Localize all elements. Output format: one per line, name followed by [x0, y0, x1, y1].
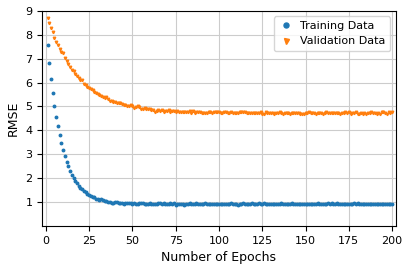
Training Data	[109, 201, 114, 204]
Training Data	[59, 142, 64, 145]
Training Data	[137, 202, 142, 205]
Legend: Training Data, Validation Data: Training Data, Validation Data	[273, 17, 389, 51]
Validation Data	[360, 113, 364, 116]
Validation Data	[66, 62, 71, 65]
Training Data	[389, 203, 393, 206]
Training Data	[66, 164, 71, 168]
Training Data	[173, 203, 178, 206]
X-axis label: Number of Epochs: Number of Epochs	[161, 251, 276, 264]
Y-axis label: RMSE: RMSE	[7, 101, 20, 136]
Training Data	[45, 44, 50, 47]
Training Data	[373, 202, 378, 206]
Validation Data	[45, 17, 50, 20]
Training Data	[361, 202, 366, 205]
Validation Data	[137, 106, 142, 109]
Line: Training Data: Training Data	[46, 44, 392, 206]
Line: Validation Data: Validation Data	[46, 17, 392, 116]
Validation Data	[109, 99, 114, 102]
Validation Data	[389, 111, 393, 114]
Validation Data	[59, 50, 64, 54]
Validation Data	[361, 112, 366, 115]
Validation Data	[373, 112, 378, 115]
